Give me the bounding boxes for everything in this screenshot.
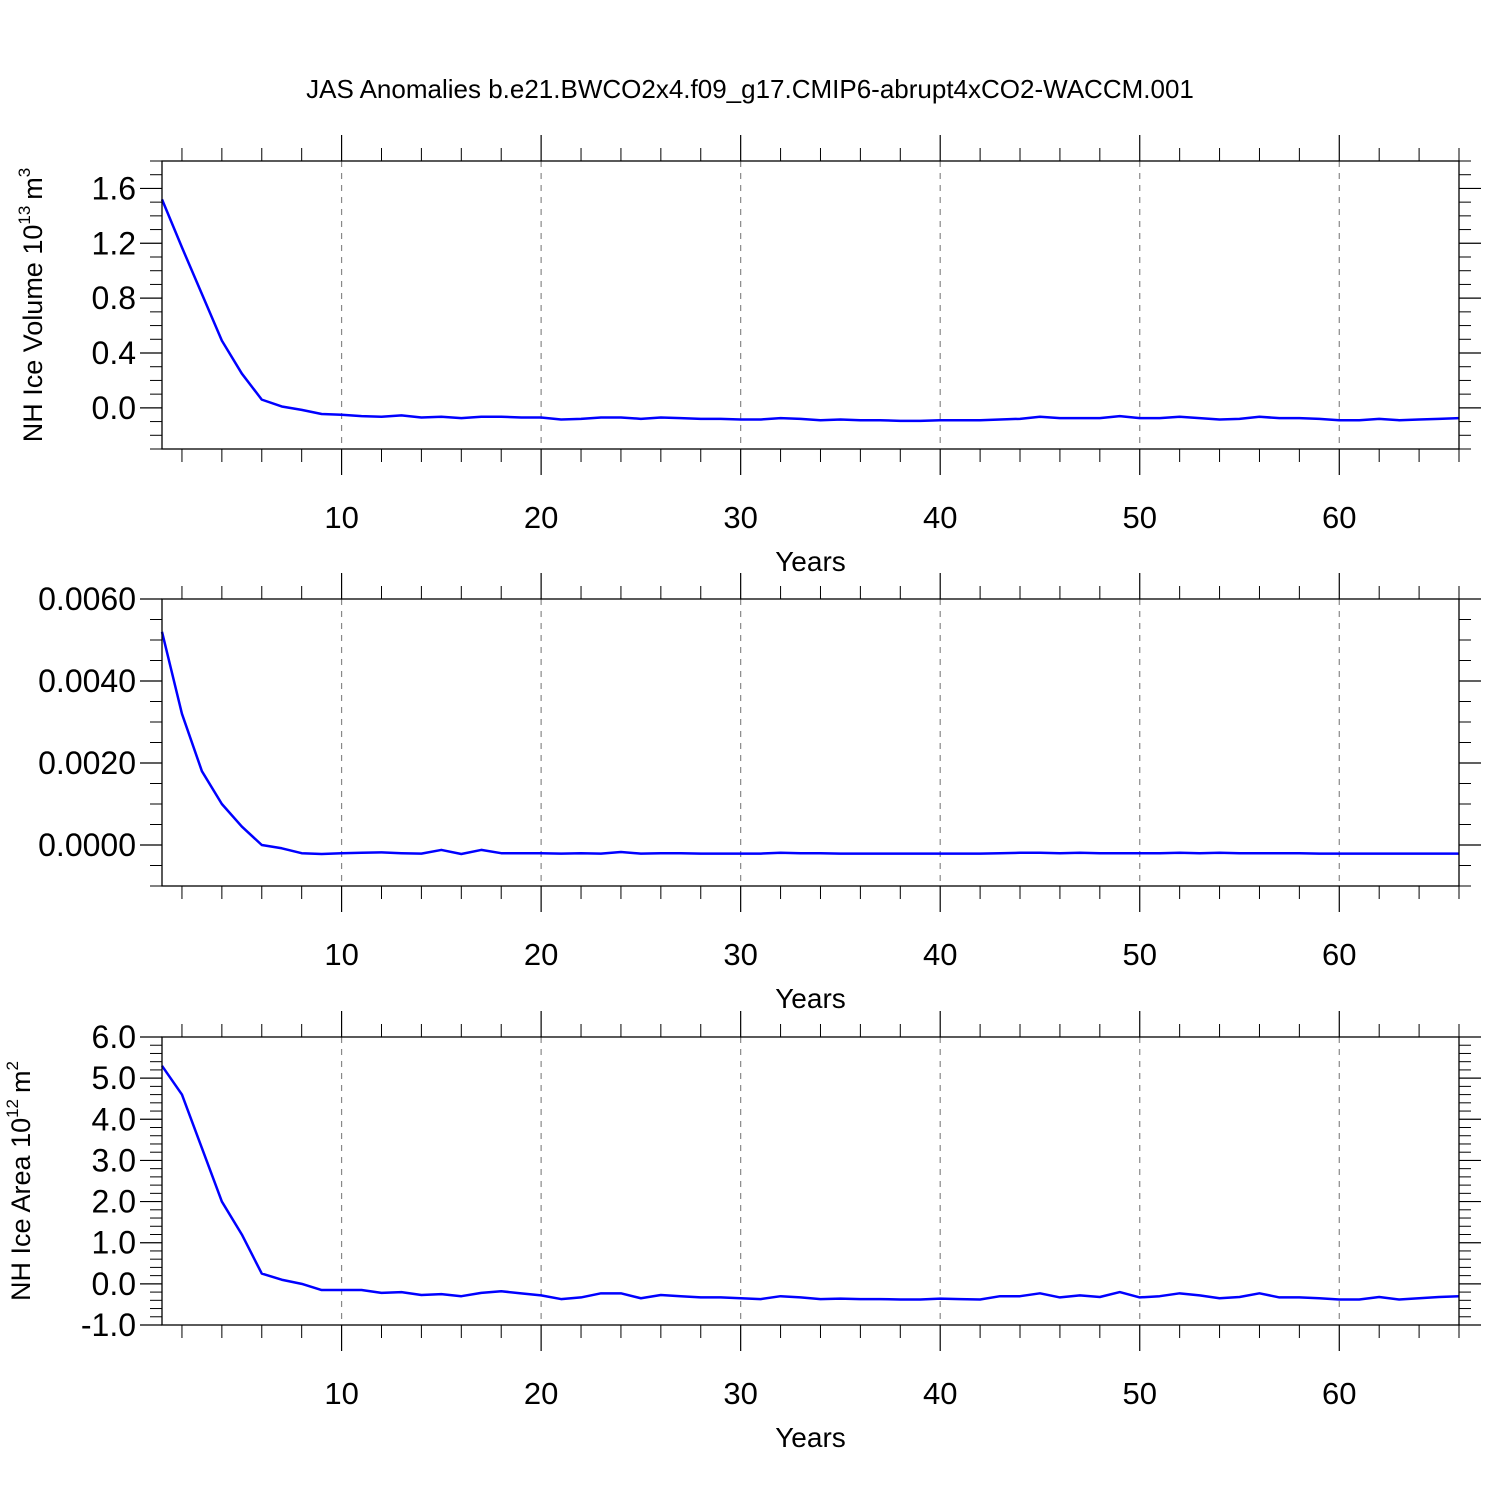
plot-frame bbox=[161, 598, 1460, 887]
x-tick-label: 50 bbox=[1122, 937, 1156, 972]
data-line bbox=[160, 1065, 1460, 1301]
y-tick-label: 1.6 bbox=[92, 170, 136, 206]
y-tick-label: 5.0 bbox=[92, 1060, 136, 1096]
x-tick-label: 30 bbox=[723, 1376, 757, 1411]
x-tick-label: 30 bbox=[723, 937, 757, 972]
y-tick-label: 4.0 bbox=[92, 1101, 136, 1137]
y-tick-label: -1.0 bbox=[81, 1307, 136, 1343]
y-tick-label: 1.2 bbox=[92, 225, 136, 261]
y-tick-label: 0.0 bbox=[92, 390, 136, 426]
y-tick-label: 0.4 bbox=[92, 335, 136, 371]
y-tick-label: 0.8 bbox=[92, 280, 136, 316]
y-tick-label: 0.0 bbox=[92, 1266, 136, 1302]
x-tick-label: 10 bbox=[324, 937, 358, 972]
x-tick-label: 20 bbox=[524, 500, 558, 535]
data-line bbox=[160, 198, 1460, 423]
x-tick-label: 20 bbox=[524, 1376, 558, 1411]
x-tick-label: 60 bbox=[1322, 1376, 1356, 1411]
x-tick-label: 50 bbox=[1122, 500, 1156, 535]
x-tick-label: 40 bbox=[923, 500, 957, 535]
y-axis-label: NH Ice Volume 1013 m3 bbox=[15, 168, 48, 443]
data-line bbox=[160, 631, 1459, 856]
y-tick-label: 1.0 bbox=[92, 1225, 136, 1261]
y-tick-label: 0.0040 bbox=[38, 663, 136, 699]
y-axis-label: NH Ice Area 1012 m2 bbox=[3, 1061, 36, 1301]
x-axis-label: Years bbox=[775, 546, 846, 577]
x-axis-label: Years bbox=[775, 983, 846, 1014]
y-label-exponent: 13 bbox=[15, 206, 34, 225]
y-label-text: NH Ice Area 10 bbox=[6, 1118, 36, 1301]
plot-frame bbox=[161, 1036, 1460, 1326]
y-label-unit: m bbox=[18, 177, 48, 200]
x-axis-label: Years bbox=[775, 1422, 846, 1453]
x-tick-label: 60 bbox=[1322, 500, 1356, 535]
x-tick-label: 20 bbox=[524, 937, 558, 972]
y-tick-label: 0.0060 bbox=[38, 581, 136, 617]
y-label-unit: m bbox=[6, 1070, 36, 1093]
x-tick-label: 10 bbox=[324, 500, 358, 535]
x-tick-label: 40 bbox=[923, 1376, 957, 1411]
x-tick-label: 50 bbox=[1122, 1376, 1156, 1411]
plot-frame bbox=[161, 160, 1460, 450]
y-label-exponent: 12 bbox=[3, 1099, 22, 1118]
y-tick-label: 6.0 bbox=[92, 1019, 136, 1055]
y-label-text: NH Ice Volume 10 bbox=[18, 225, 48, 443]
figure-title: JAS Anomalies b.e21.BWCO2x4.f09_g17.CMIP… bbox=[306, 74, 1194, 104]
y-tick-label: 2.0 bbox=[92, 1184, 136, 1220]
x-tick-label: 10 bbox=[324, 1376, 358, 1411]
x-tick-label: 40 bbox=[923, 937, 957, 972]
x-tick-label: 60 bbox=[1322, 937, 1356, 972]
y-label-unit-exponent: 2 bbox=[3, 1061, 22, 1070]
y-tick-label: 0.0000 bbox=[38, 827, 136, 863]
x-tick-label: 30 bbox=[723, 500, 757, 535]
y-tick-label: 3.0 bbox=[92, 1142, 136, 1178]
y-label-unit-exponent: 3 bbox=[15, 168, 34, 177]
y-tick-label: 0.0020 bbox=[38, 745, 136, 781]
